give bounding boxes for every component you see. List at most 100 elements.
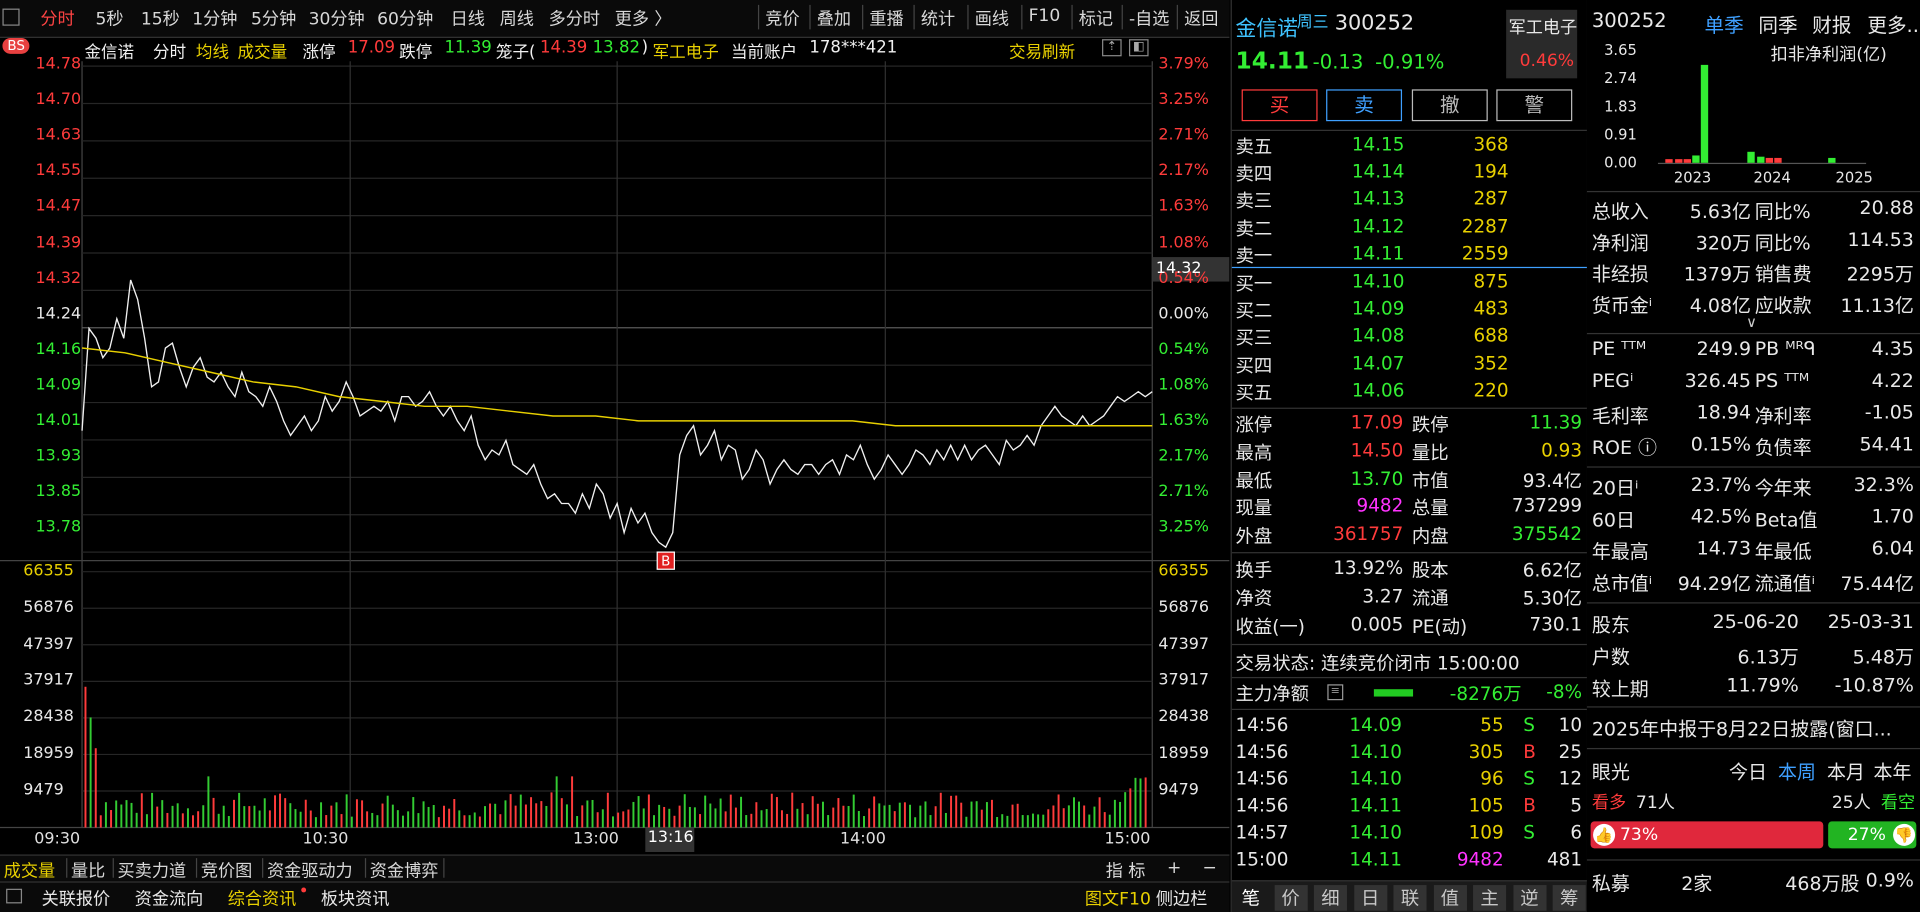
vision-tab-2[interactable]: 本月 [1826, 761, 1865, 784]
indicator-tab-1[interactable]: 量比 [71, 861, 106, 882]
period-tab-9[interactable]: 多分时 [548, 9, 601, 30]
mid-tab-6[interactable]: 主 [1473, 885, 1507, 911]
toolbar-button-1[interactable]: 叠加 [816, 9, 852, 30]
period-tab-10[interactable]: 更多 〉 [614, 9, 672, 30]
mid-tab-1[interactable]: 价 [1274, 885, 1308, 911]
mid-tab-4[interactable]: 联 [1393, 885, 1427, 911]
avg-line-label[interactable]: 均线 [195, 42, 229, 63]
fenshi-label[interactable]: 分时 [153, 42, 187, 63]
indicator-button[interactable]: 指 标 [1105, 861, 1146, 882]
price-change: -0.13 [1312, 50, 1364, 74]
mid-tab-7[interactable]: 逆 [1512, 885, 1546, 911]
intraday-chart[interactable]: B [0, 0, 1230, 855]
toolbar-button-7[interactable]: -自选 [1128, 9, 1170, 30]
period-tab-1[interactable]: 5秒 [95, 9, 124, 30]
volume-bar [120, 804, 123, 828]
menu-icon[interactable] [2, 8, 20, 26]
report-notice[interactable]: 2025年中报于8月22日披露(窗口... [1591, 718, 1892, 741]
buy-marker [656, 551, 675, 570]
status-tab-0[interactable]: 关联报价 [41, 889, 111, 910]
expand-chevron-icon[interactable]: ∨ [1746, 313, 1757, 331]
vision-tab-1[interactable]: 本周 [1777, 761, 1816, 784]
sector-box[interactable] [1506, 9, 1578, 79]
period-tab-0[interactable]: 分时 [40, 9, 75, 30]
bid-volume: 352 [1473, 352, 1509, 375]
fin-bar [1683, 159, 1692, 163]
volume-bar [361, 800, 364, 828]
period-tab-2[interactable]: 15秒 [140, 9, 180, 30]
toolbar-button-0[interactable]: 竞价 [765, 9, 800, 30]
period-tab-8[interactable]: 周线 [499, 9, 534, 30]
period-tab-3[interactable]: 1分钟 [192, 9, 238, 30]
thumbs-down-icon[interactable]: 👎 [1893, 823, 1916, 846]
stat-label: 总量 [1411, 497, 1449, 520]
period-tab-4[interactable]: 5分钟 [251, 9, 297, 30]
fin-tab-3[interactable]: 更多.. [1867, 13, 1920, 37]
volume-bar [514, 805, 517, 828]
alert-button[interactable]: 警 [1496, 89, 1573, 122]
trade-refresh[interactable]: 交易刷新 [1008, 42, 1076, 63]
toolbar-button-6[interactable]: 标记 [1078, 9, 1114, 30]
mid-tab-5[interactable]: 值 [1433, 885, 1467, 911]
zoom-out-button[interactable]: − [1202, 858, 1217, 878]
tick-price: 14.10 [1349, 767, 1402, 790]
toolbar-button-4[interactable]: 画线 [974, 9, 1009, 30]
toolbar-button-2[interactable]: 重播 [869, 9, 904, 30]
toolbar-button-8[interactable]: 返回 [1184, 9, 1219, 30]
stat-value: 5.30亿 [1522, 587, 1583, 610]
mid-tab-0[interactable]: 笔 [1241, 887, 1261, 910]
cancel-button[interactable]: 撤 [1411, 89, 1488, 122]
sidebar-toggle[interactable]: 侧边栏 [1155, 889, 1208, 910]
period-tab-5[interactable]: 30分钟 [308, 9, 365, 30]
quote-name: 金信诺 [1235, 17, 1298, 42]
status-tab-2[interactable]: 综合资讯 [227, 889, 297, 910]
tick-volume: 105 [1468, 794, 1504, 817]
val-row-value: 4.35 [1871, 337, 1914, 360]
period-tab-7[interactable]: 日线 [450, 9, 485, 30]
collapse-icon[interactable] [6, 888, 23, 904]
up-arrow-icon[interactable]: ⇡ [1102, 39, 1122, 57]
f10-link[interactable]: 图文F10 [1084, 889, 1151, 910]
perf-row-value: 32.3% [1853, 473, 1914, 496]
fin-row-value: 5.63亿 [1689, 200, 1752, 223]
fin-tab-2[interactable]: 财报 [1812, 13, 1852, 37]
list-icon[interactable]: ≡ [1327, 684, 1344, 701]
toolbar-button-3[interactable]: 统计 [920, 9, 956, 30]
volume-bar [883, 805, 886, 828]
vision-tab-3[interactable]: 本年 [1873, 761, 1912, 784]
ask-volume: 287 [1473, 187, 1509, 210]
bid-price: 14.07 [1351, 352, 1405, 375]
toolbar-divider [967, 4, 969, 30]
order-book-panel: 金信诺 周三 300252 军工电子 0.46% 14.11 -0.13 -0.91% 买卖撤警… [1230, 0, 1589, 912]
mid-tab-3[interactable]: 日 [1353, 885, 1387, 911]
indicator-tab-3[interactable]: 竞价图 [200, 861, 253, 882]
fin-tab-1[interactable]: 同季 [1758, 13, 1798, 37]
mid-tab-2[interactable]: 细 [1313, 885, 1347, 911]
sector-link[interactable]: 军工电子 [652, 42, 719, 63]
zoom-in-button[interactable]: + [1166, 858, 1182, 878]
period-tab-6[interactable]: 60分钟 [377, 9, 434, 30]
price-tick-label: 14.70 [35, 90, 82, 110]
indicator-tab-5[interactable]: 资金博弈 [369, 861, 439, 882]
tick-volume: 55 [1480, 713, 1504, 736]
holder-previous: -10.87% [1834, 674, 1914, 697]
panel-toggle-icon[interactable]: ◧ [1128, 39, 1149, 57]
toolbar-button-5[interactable]: F10 [1028, 6, 1061, 26]
fin-bar [1774, 157, 1782, 163]
indicator-tab-0[interactable]: 成交量 [3, 861, 56, 882]
sector-name[interactable]: 军工电子 [1508, 18, 1578, 38]
status-tab-3[interactable]: 板块资讯 [320, 889, 390, 910]
thumbs-up-icon[interactable]: 👍 [1593, 823, 1616, 846]
indicator-tab-2[interactable]: 买卖力道 [117, 861, 187, 882]
mid-tab-8[interactable]: 筹 [1552, 885, 1586, 911]
status-tab-1[interactable]: 资金流向 [134, 889, 204, 910]
indicator-tab-4[interactable]: 资金驱动力 [266, 861, 353, 882]
bs-badge[interactable]: BS [2, 37, 30, 54]
fin-tab-0[interactable]: 单季 [1704, 13, 1744, 37]
volume-bar [1139, 778, 1142, 828]
vision-tab-0[interactable]: 今日 [1728, 761, 1767, 784]
buy-button[interactable]: 买 [1241, 89, 1318, 122]
volume-label[interactable]: 成交量 [237, 42, 288, 63]
sell-button[interactable]: 卖 [1326, 89, 1403, 122]
volume-bar [494, 803, 497, 828]
